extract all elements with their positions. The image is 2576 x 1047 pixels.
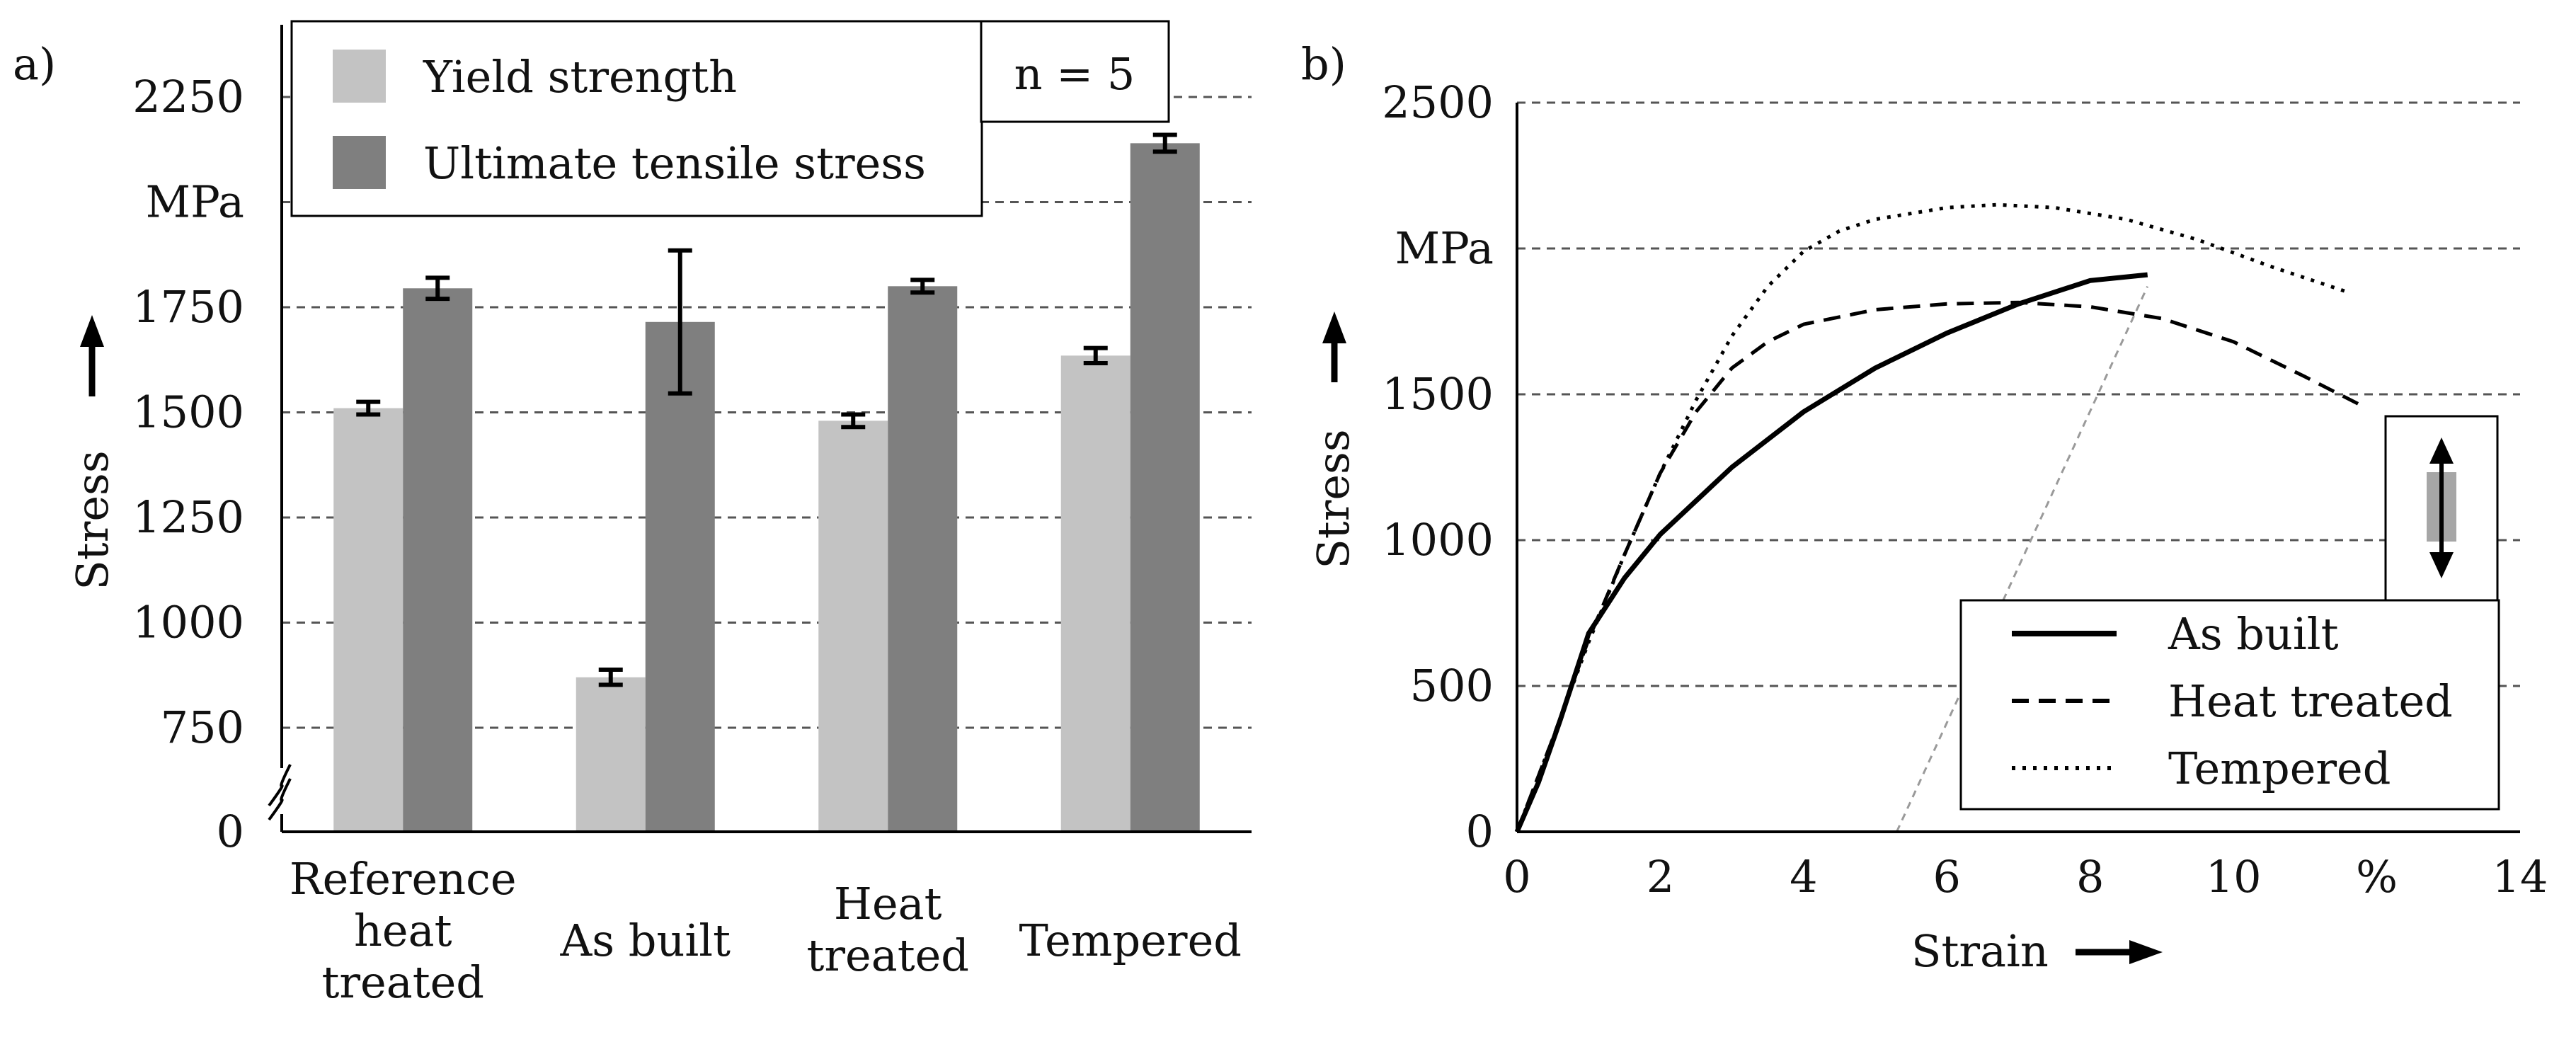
panel-a-axes xyxy=(268,25,1252,833)
y-tick-label: 1500 xyxy=(1382,368,1494,420)
y-tick-label: MPa xyxy=(1395,222,1494,274)
panel-a: a) 0 750 1000 1250 1500 1750 2250 MPa Reference… xyxy=(13,20,1252,1008)
panel-b-y-ticks: 0 500 1000 1500 MPa 2500 xyxy=(1382,76,1494,857)
legend-label: As built xyxy=(2168,608,2339,660)
panel-b-y-axis-title: Stress xyxy=(1307,311,1359,569)
x-tick-label: 8 xyxy=(2076,851,2104,903)
error-bar xyxy=(1152,132,1177,154)
error-bar xyxy=(425,275,450,302)
series-line xyxy=(1515,300,2364,833)
panel-a-y-axis-title: Stress xyxy=(67,315,118,590)
panel-a-legend: Yield strength Ultimate tensile stress xyxy=(290,20,983,217)
panel-b: b) 0 500 1000 1500 MPa 2500 0 2 4 6 8 10% 14 Stress… xyxy=(1301,38,2548,977)
y-tick-label: 0 xyxy=(1466,806,1494,857)
category-label: Reference heat treated xyxy=(290,853,517,1008)
legend-label: Yield strength xyxy=(423,51,737,103)
series-line xyxy=(1896,285,2149,833)
category-label-line: Heat xyxy=(834,878,942,929)
category-label-line: Reference xyxy=(290,853,517,905)
x-tick-label: 4 xyxy=(1790,851,1817,903)
panel-b-x-label: Strain xyxy=(1911,925,2049,977)
error-bar xyxy=(841,412,866,430)
y-tick-label: 2250 xyxy=(132,71,244,122)
panel-b-curves xyxy=(1514,202,2364,833)
annotation-frame xyxy=(980,20,1170,123)
uts-bar xyxy=(1130,143,1200,833)
uts-bar xyxy=(888,286,958,832)
y-tick-label: 1000 xyxy=(1382,514,1494,566)
axis-break-icon xyxy=(268,764,292,821)
y-tick-label: 1000 xyxy=(132,597,244,648)
legend-frame xyxy=(290,20,983,217)
y-tick-label: 0 xyxy=(217,806,244,857)
error-bar xyxy=(356,399,381,417)
category-label-line: As built xyxy=(560,915,731,966)
category-label-line: Tempered xyxy=(1019,915,1242,966)
panel-b-gridlines xyxy=(1517,101,2520,687)
category-label: As built xyxy=(560,915,731,966)
panel-a-bars xyxy=(333,132,1200,833)
x-tick-label: 6 xyxy=(1933,851,1961,903)
x-tick-label: 2 xyxy=(1647,851,1674,903)
yield-strength-bar xyxy=(818,420,888,832)
panel-b-label: b) xyxy=(1301,38,1346,90)
y-tick-label: 1500 xyxy=(132,387,244,438)
x-tick-label: 0 xyxy=(1503,851,1530,903)
arrow-right-icon xyxy=(2076,940,2163,964)
y-tick-label: 2500 xyxy=(1382,76,1494,128)
category-label: Heat treated xyxy=(806,878,969,981)
panel-a-y-label: Stress xyxy=(67,450,118,590)
panel-b-x-axis-title: Strain xyxy=(1911,925,2163,977)
x-tick-label: 10 xyxy=(2206,851,2262,903)
sample-size-label: n = 5 xyxy=(1014,48,1135,100)
panel-b-x-ticks: 0 2 4 6 8 10% 14 xyxy=(1503,851,2548,903)
panel-a-label: a) xyxy=(13,38,56,90)
legend-swatch xyxy=(333,136,386,189)
category-label-line: treated xyxy=(321,956,484,1008)
side-marker-box xyxy=(2384,415,2499,602)
x-tick-label: % xyxy=(2356,851,2398,903)
sample-size-box: n = 5 xyxy=(980,20,1170,123)
y-tick-label: 500 xyxy=(1410,660,1494,711)
category-label-line: treated xyxy=(806,929,969,981)
yield-strength-bar xyxy=(333,408,403,832)
yield-strength-bar xyxy=(576,677,646,832)
legend-swatch xyxy=(333,50,386,103)
y-unit-label: MPa xyxy=(146,176,244,228)
error-bar xyxy=(598,668,623,687)
legend-label: Tempered xyxy=(2168,743,2391,794)
panel-b-axes xyxy=(1516,103,2520,833)
uts-bar xyxy=(403,288,473,832)
x-tick-label: 14 xyxy=(2492,851,2548,903)
legend-label: Ultimate tensile stress xyxy=(423,137,926,189)
double-arrow-icon xyxy=(2427,437,2456,578)
category-label-line: heat xyxy=(354,905,452,956)
error-bar xyxy=(668,248,692,396)
panel-b-legend: As built Heat treated Tempered xyxy=(1959,599,2500,811)
legend-label: Heat treated xyxy=(2168,675,2453,727)
error-bar xyxy=(1083,345,1108,366)
y-tick-label: 1250 xyxy=(132,491,244,543)
y-tick-label: 750 xyxy=(161,702,244,753)
category-label: Tempered xyxy=(1019,915,1242,966)
y-tick-label: 1750 xyxy=(132,281,244,333)
yield-strength-bar xyxy=(1060,355,1130,832)
uts-bar xyxy=(645,321,715,832)
panel-a-y-ticks: 0 750 1000 1250 1500 1750 2250 MPa xyxy=(132,71,244,857)
error-bar xyxy=(910,278,935,295)
panel-b-y-label: Stress xyxy=(1307,429,1359,568)
arrow-up-icon xyxy=(1322,311,1346,382)
arrow-up-icon xyxy=(80,315,104,396)
